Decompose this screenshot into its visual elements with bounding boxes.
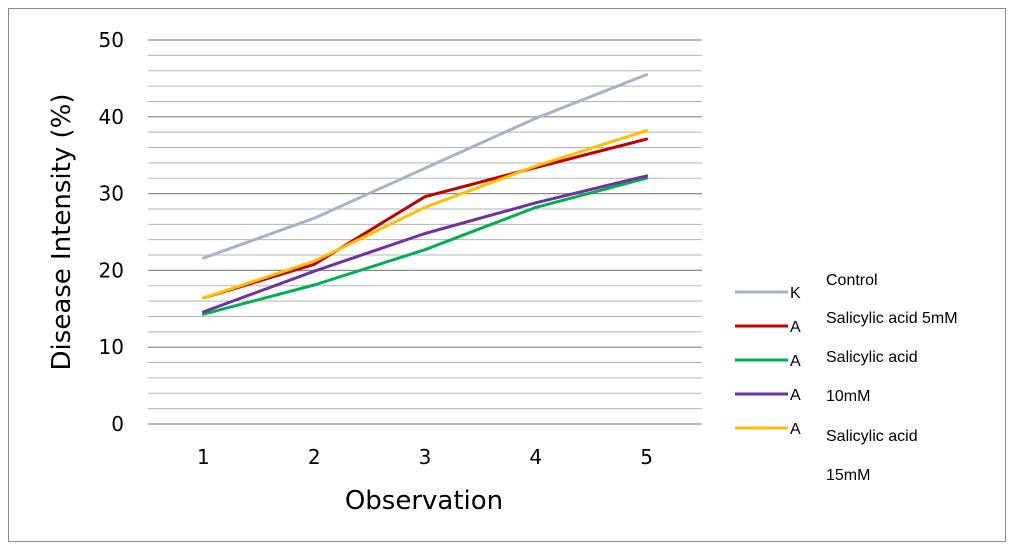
legend-key-letter: A <box>790 387 801 404</box>
y-tick-label: 20 <box>99 258 124 282</box>
y-tick-label: 30 <box>99 182 124 206</box>
y-axis-ticks: 0 10 20 30 40 50 <box>99 28 124 436</box>
legend-key-letter: A <box>790 421 801 438</box>
legend-label: Salicylic acid 5mM <box>826 310 958 327</box>
x-tick-label: 2 <box>308 445 321 469</box>
chart-frame <box>8 8 1006 542</box>
series-line-1 <box>201 73 649 260</box>
legend-label: Salicylic acid <box>826 428 918 445</box>
series-line-3 <box>201 176 649 316</box>
x-tick-label: 4 <box>529 445 542 469</box>
legend-key-letter: A <box>790 353 801 370</box>
y-tick-label: 10 <box>99 335 124 359</box>
legend-label: 10mM <box>826 388 870 405</box>
x-axis-ticks: 1 2 3 4 5 <box>197 445 653 469</box>
x-tick-label: 5 <box>640 445 653 469</box>
legend-key-letter: A <box>790 319 801 336</box>
y-tick-label: 50 <box>99 28 124 52</box>
legend-label: 15mM <box>826 467 870 484</box>
legend-key-letter: K <box>790 285 801 302</box>
legend-label: Salicylic acid <box>826 349 918 366</box>
y-tick-label: 40 <box>99 105 124 129</box>
x-tick-label: 3 <box>419 445 432 469</box>
x-tick-label: 1 <box>197 445 210 469</box>
y-tick-label: 0 <box>111 412 124 436</box>
series-lines <box>201 73 649 316</box>
legend-label: Control <box>826 272 878 289</box>
y-axis-title: Disease Intensity (%) <box>47 94 77 371</box>
x-axis-title: Observation <box>345 486 503 516</box>
